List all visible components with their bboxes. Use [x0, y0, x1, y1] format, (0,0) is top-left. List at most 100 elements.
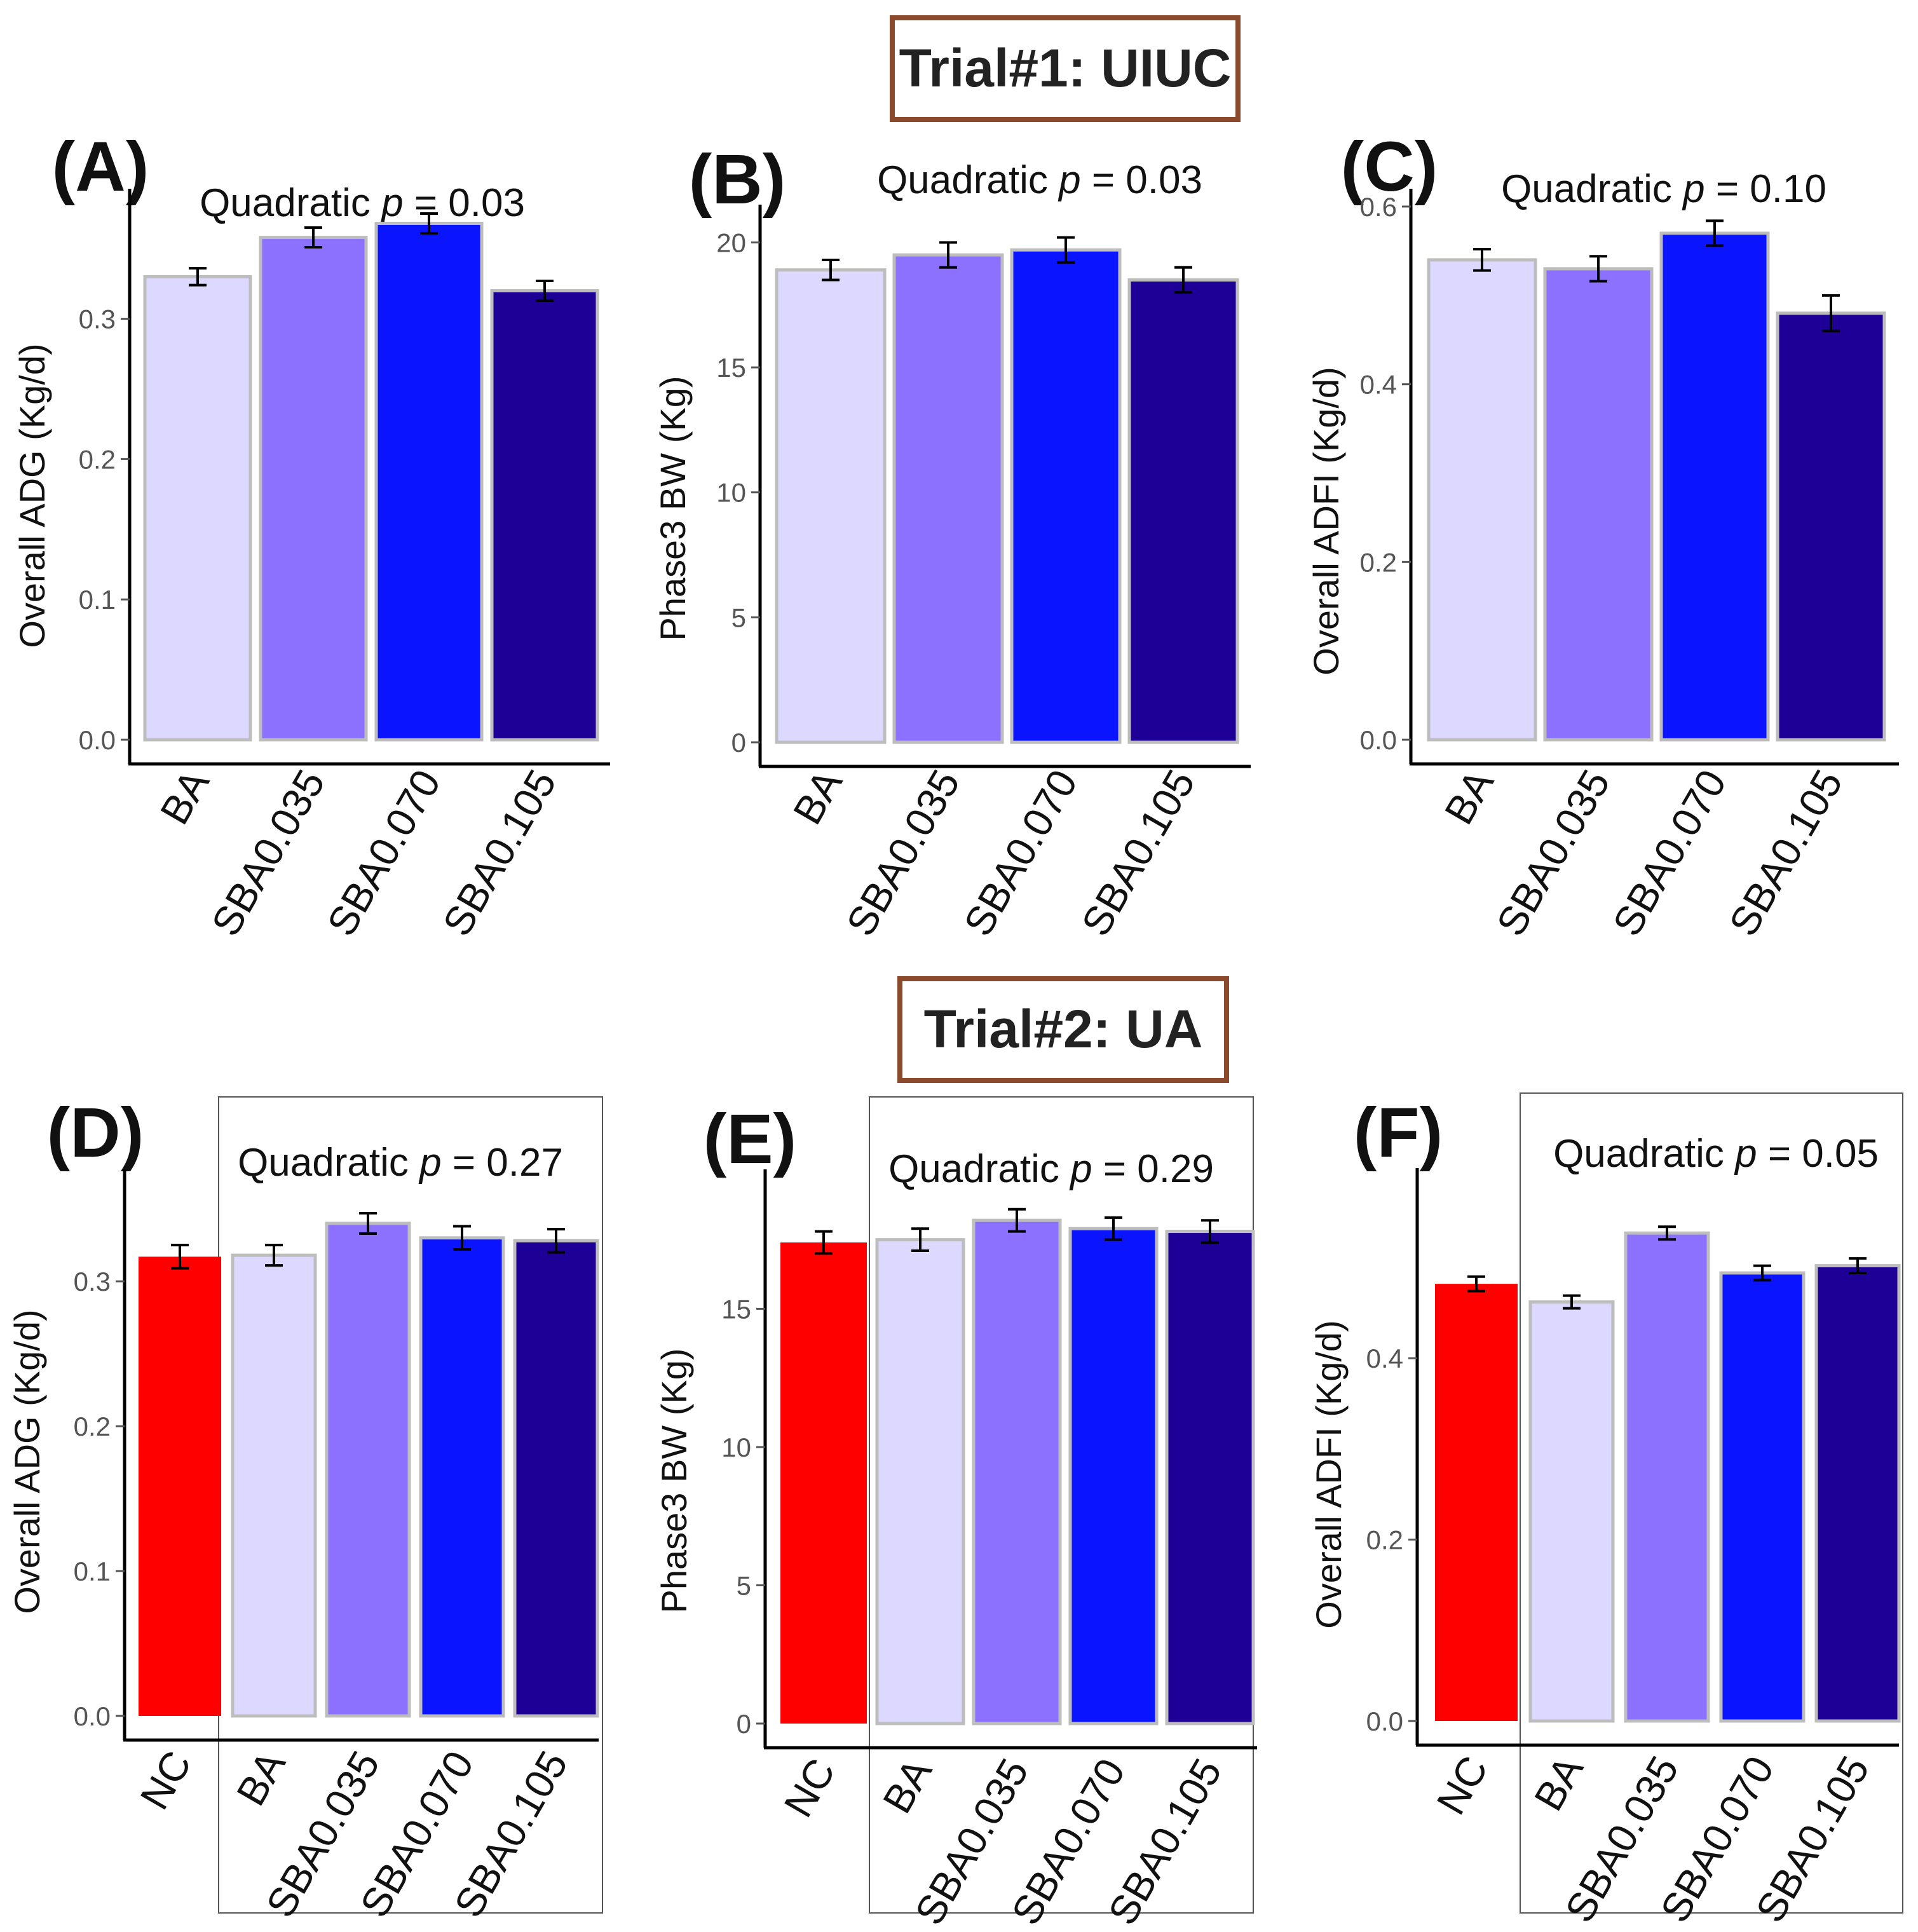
panel-f-errorbar-ba — [1563, 1294, 1581, 1310]
panel-e-errorbar-ba — [911, 1227, 929, 1253]
panel-c-bar-sba0-105 — [1776, 311, 1886, 742]
panel-c-category-ba: BA — [1436, 762, 1502, 832]
panel-d-y-tick-label: 0.1 — [74, 1556, 111, 1586]
panel-a-bar-sba0-035 — [259, 236, 368, 742]
panel-a-category-sba0-035: SBA0.035 — [203, 762, 334, 944]
panel-c-bar-sba0-070 — [1659, 231, 1770, 742]
panel-b-quadratic-p: Quadratic p = 0.03 — [877, 158, 1202, 202]
panel-f: (F) Quadratic p = 0.05 Overall ADFI (Kg/d)… — [1309, 1092, 1903, 1930]
panel-c-label: (C) — [1341, 128, 1438, 206]
panel-b-category-sba0-070: SBA0.070 — [955, 762, 1086, 944]
panel-b-category-sba0-105: SBA0.105 — [1073, 762, 1204, 944]
panel-c-category-sba0-070: SBA0.070 — [1604, 762, 1735, 944]
panel-e-errorbar-nc — [815, 1230, 833, 1255]
trial2-title-box — [897, 976, 1229, 1083]
panel-f-y-axis-title: Overall ADFI (Kg/d) — [1309, 1320, 1349, 1628]
panel-d-errorbar-nc — [171, 1244, 189, 1270]
panel-f-errorbar-nc — [1467, 1275, 1485, 1293]
panel-e-y-tick-label: 10 — [721, 1432, 751, 1462]
panel-b-y-tick-label: 10 — [716, 478, 746, 508]
trial1-title-group: Trial#1: UIUC — [890, 15, 1241, 122]
panel-a-category-ba: BA — [151, 762, 218, 832]
panel-b-category-sba0-035: SBA0.035 — [838, 762, 969, 944]
trial1-title: Trial#1: UIUC — [899, 38, 1232, 98]
panel-d-category-nc: NC — [132, 1743, 201, 1817]
panel-b-errorbar-sba0-105 — [1174, 266, 1192, 294]
panel-f-bar-sba0-035 — [1624, 1231, 1710, 1723]
panel-a-y-axis-title: Overall ADG (Kg/d) — [12, 343, 52, 648]
panel-d-label: (D) — [47, 1094, 144, 1172]
panel-b-y-tick-label: 0 — [731, 728, 746, 758]
panel-d-y-tick-label: 0.3 — [74, 1267, 111, 1296]
panel-a-quadratic-p: Quadratic p = 0.03 — [200, 181, 525, 225]
panel-f-errorbar-sba0-035 — [1658, 1225, 1676, 1241]
panel-c-y-tick-label: 0.6 — [1360, 192, 1397, 222]
panel-f-bar-sba0-105 — [1814, 1264, 1901, 1723]
panel-e-bar-sba0-105 — [1165, 1230, 1255, 1725]
panel-c: (C) Quadratic p = 0.10 Overall ADFI (Kg/d)… — [1306, 128, 1899, 944]
panel-a-y-tick-label: 0.2 — [79, 444, 116, 474]
panel-b-bar-sba0-070 — [1010, 248, 1122, 744]
panel-e-label: (E) — [704, 1100, 797, 1178]
panel-b-errorbar-sba0-070 — [1057, 236, 1075, 264]
panel-a-errorbar-ba — [189, 267, 207, 287]
panel-d: (D) Quadratic p = 0.27 Overall ADG (Kg/d) N… — [7, 1094, 603, 1925]
panel-a-category-sba0-070: SBA0.070 — [318, 762, 449, 944]
panel-b-errorbar-ba — [822, 258, 840, 282]
panel-f-quadratic-p: Quadratic p = 0.05 — [1553, 1132, 1879, 1176]
panel-d-y-tick-label: 0.0 — [74, 1701, 111, 1731]
panel-d-bar-ba — [231, 1253, 317, 1718]
panel-a: (A) Quadratic p = 0.03 Overall ADG (Kg/d) B… — [12, 128, 610, 944]
panel-b-bar-sba0-105 — [1127, 278, 1239, 744]
panel-d-quadratic-p: Quadratic p = 0.27 — [238, 1141, 563, 1185]
panel-d-errorbar-ba — [265, 1244, 283, 1267]
panel-e-category-ba: BA — [874, 1751, 941, 1821]
panel-d-errorbar-sba0-035 — [359, 1212, 377, 1235]
panel-f-y-tick-label: 0.0 — [1366, 1706, 1403, 1736]
panel-e-errorbar-sba0-105 — [1201, 1219, 1219, 1244]
panel-f-y-tick-label: 0.2 — [1366, 1525, 1403, 1555]
panel-e-y-axis-title: Phase3 BW (Kg) — [654, 1348, 694, 1613]
panel-f-group-box — [1520, 1092, 1903, 1914]
panel-d-bar-sba0-070 — [419, 1236, 505, 1718]
panel-a-bar-sba0-070 — [374, 221, 484, 742]
panel-c-errorbar-sba0-070 — [1706, 219, 1724, 247]
panel-e-bar-nc — [780, 1242, 867, 1724]
panel-c-y-tick-label: 0.2 — [1360, 547, 1397, 577]
panel-a-label: (A) — [52, 128, 149, 206]
panel-c-y-axis-title: Overall ADFI (Kg/d) — [1306, 367, 1346, 675]
panel-a-category-sba0-105: SBA0.105 — [434, 762, 565, 944]
panel-f-category-ba: BA — [1525, 1748, 1592, 1818]
panel-d-bar-nc — [139, 1256, 221, 1716]
panel-a-errorbar-sba0-105 — [536, 280, 554, 302]
panel-e-quadratic-p: Quadratic p = 0.29 — [888, 1147, 1214, 1191]
panel-d-bar-sba0-105 — [513, 1239, 599, 1718]
panel-a-y-tick-label: 0.1 — [79, 585, 116, 615]
panel-d-errorbar-sba0-105 — [547, 1228, 565, 1254]
panel-b-category-ba: BA — [784, 762, 851, 832]
trial1-title-box — [890, 15, 1241, 122]
panel-e-errorbar-sba0-035 — [1008, 1208, 1026, 1233]
panel-c-errorbar-ba — [1473, 248, 1491, 272]
panel-b-bar-sba0-035 — [892, 253, 1004, 744]
panel-a-y-tick-label: 0.0 — [79, 725, 116, 755]
panel-c-category-sba0-035: SBA0.035 — [1488, 762, 1619, 944]
panel-b-y-tick-label: 20 — [716, 228, 746, 257]
panel-a-bar-ba — [143, 275, 252, 742]
panel-e-errorbar-sba0-070 — [1105, 1216, 1122, 1241]
panel-d-y-axis-title: Overall ADG (Kg/d) — [7, 1309, 47, 1614]
panel-b-y-axis-title: Phase3 BW (Kg) — [653, 376, 693, 641]
panel-f-errorbar-sba0-105 — [1849, 1257, 1867, 1275]
panel-c-category-sba0-105: SBA0.105 — [1720, 762, 1851, 944]
panel-c-errorbar-sba0-105 — [1822, 294, 1840, 332]
panel-c-y-tick-label: 0.0 — [1360, 725, 1397, 755]
panel-d-errorbar-sba0-070 — [453, 1225, 471, 1251]
panel-a-errorbar-sba0-070 — [420, 212, 438, 235]
panel-b-bar-ba — [775, 268, 887, 744]
panel-e-y-tick-label: 0 — [737, 1709, 751, 1739]
panel-d-category-ba: BA — [228, 1743, 294, 1813]
panel-c-errorbar-sba0-035 — [1589, 255, 1607, 283]
panel-f-bar-ba — [1528, 1300, 1615, 1723]
